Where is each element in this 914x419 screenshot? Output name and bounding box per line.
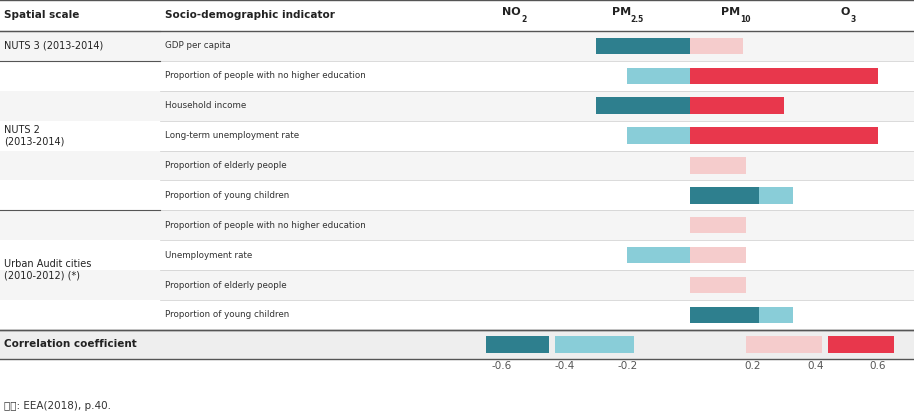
Bar <box>690 277 747 293</box>
Text: Socio-demographic indicator: Socio-demographic indicator <box>165 10 335 21</box>
Text: -0.6: -0.6 <box>492 361 512 371</box>
Bar <box>690 187 793 204</box>
Bar <box>690 67 878 84</box>
Bar <box>690 127 863 144</box>
Text: Spatial scale: Spatial scale <box>4 10 79 21</box>
Text: -0.4: -0.4 <box>555 361 575 371</box>
Text: 자료: EEA(2018), p.40.: 자료: EEA(2018), p.40. <box>4 401 111 411</box>
Text: Proportion of elderly people: Proportion of elderly people <box>165 161 287 170</box>
Text: PM: PM <box>721 7 740 17</box>
Text: O: O <box>841 7 850 17</box>
Bar <box>690 247 747 264</box>
Text: 0.6: 0.6 <box>870 361 887 371</box>
Text: 3: 3 <box>850 15 856 24</box>
Bar <box>690 307 759 323</box>
Text: Proportion of people with no higher education: Proportion of people with no higher educ… <box>165 221 367 230</box>
Bar <box>596 38 690 54</box>
Bar <box>0 240 914 270</box>
Bar <box>690 98 784 114</box>
Text: Proportion of people with no higher education: Proportion of people with no higher educ… <box>165 71 367 80</box>
Bar <box>0 121 914 150</box>
Bar <box>627 127 690 144</box>
Text: Long-term unemployment rate: Long-term unemployment rate <box>165 131 300 140</box>
Bar <box>0 31 914 61</box>
Bar <box>0 210 914 240</box>
Text: NUTS 3 (2013-2014): NUTS 3 (2013-2014) <box>4 41 103 51</box>
Bar <box>596 98 690 114</box>
Bar <box>690 187 759 204</box>
Bar <box>690 98 743 114</box>
Bar <box>0 330 914 359</box>
Text: 10: 10 <box>740 15 750 24</box>
Bar <box>690 38 743 54</box>
Text: Proportion of young children: Proportion of young children <box>165 310 290 319</box>
Text: PM: PM <box>611 7 631 17</box>
Text: Household income: Household income <box>165 101 247 110</box>
Bar <box>690 157 747 174</box>
Bar <box>690 67 878 84</box>
Bar <box>486 336 549 352</box>
Text: NO: NO <box>503 7 521 17</box>
Bar <box>747 336 822 352</box>
Text: Proportion of elderly people: Proportion of elderly people <box>165 281 287 290</box>
Bar <box>0 61 914 91</box>
Text: Correlation coefficient: Correlation coefficient <box>4 339 136 349</box>
Text: GDP per capita: GDP per capita <box>165 41 231 50</box>
Bar <box>627 247 690 264</box>
Bar <box>0 91 914 121</box>
Bar <box>0 270 914 300</box>
Text: Proportion of young children: Proportion of young children <box>165 191 290 200</box>
Bar <box>0 181 914 210</box>
Bar <box>556 336 633 352</box>
Bar <box>690 217 747 233</box>
Bar <box>690 127 743 144</box>
Bar <box>690 307 743 323</box>
Bar <box>690 307 793 323</box>
Bar <box>690 67 878 84</box>
Bar <box>690 307 793 323</box>
Text: Unemployment rate: Unemployment rate <box>165 251 252 260</box>
Text: 0.4: 0.4 <box>807 361 824 371</box>
Bar <box>690 187 793 204</box>
Bar <box>828 336 894 352</box>
Bar <box>0 300 914 330</box>
Bar <box>627 67 690 84</box>
Text: 2: 2 <box>521 15 526 24</box>
Text: 2.5: 2.5 <box>631 15 643 24</box>
Text: 0.2: 0.2 <box>745 361 761 371</box>
Text: NUTS 2
(2013-2014): NUTS 2 (2013-2014) <box>4 125 64 146</box>
Text: -0.2: -0.2 <box>617 361 638 371</box>
Bar <box>0 150 914 181</box>
Text: Urban Audit cities
(2010-2012) (*): Urban Audit cities (2010-2012) (*) <box>4 259 91 281</box>
Bar <box>690 127 878 144</box>
